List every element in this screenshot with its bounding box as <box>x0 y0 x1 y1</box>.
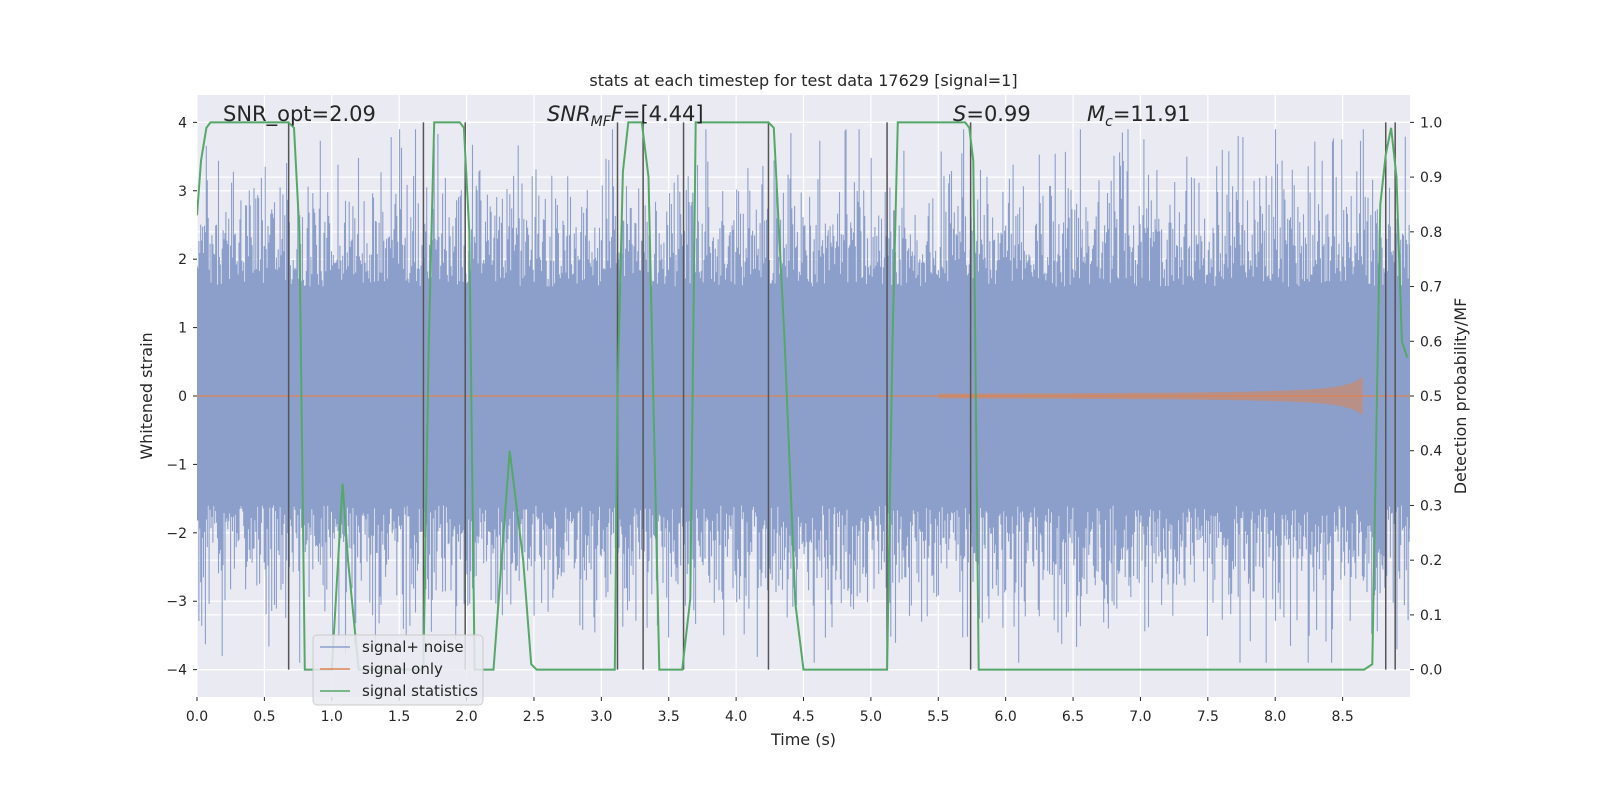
x-tick-label: 4.5 <box>792 709 814 725</box>
annotation-mc-sub: c <box>1105 114 1113 130</box>
legend-entry-noise: signal+ noise <box>362 638 464 656</box>
y2-axis-label: Detection probability/MF <box>1451 298 1470 495</box>
x-tick-label: 8.0 <box>1264 709 1286 725</box>
x-tick-label: 5.0 <box>860 709 882 725</box>
x-tick-label: 1.5 <box>388 709 410 725</box>
annotation-s: S=0.99 <box>953 102 1031 126</box>
legend-box <box>312 634 484 706</box>
x-tick-label: 2.0 <box>455 709 477 725</box>
annotation-snr-mf: SNRMFF=[4.44] <box>547 102 704 130</box>
annotation-mc: Mc=11.91 <box>1087 102 1191 130</box>
x-tick-label: 0.5 <box>253 709 275 725</box>
y-tick-label: 4 <box>178 115 187 131</box>
y-axis-label: Whitened strain <box>137 332 156 459</box>
y2-tick-label: 0.0 <box>1420 663 1442 679</box>
y2-tick-label: 0.2 <box>1420 553 1442 569</box>
signal-only-series <box>197 376 1410 416</box>
y2-tick-label: 0.6 <box>1420 334 1442 350</box>
annotation-s-value: =0.99 <box>966 102 1030 126</box>
y-tick-label: −1 <box>166 457 187 473</box>
x-tick-label: 7.0 <box>1129 709 1151 725</box>
y2-tick-label: 1.0 <box>1420 115 1442 131</box>
x-tick-label: 4.0 <box>725 709 747 725</box>
x-tick-label: 6.5 <box>1062 709 1084 725</box>
x-tick-label: 6.0 <box>995 709 1017 725</box>
y2-tick-label: 0.4 <box>1420 444 1442 460</box>
x-tick-label: 8.5 <box>1331 709 1353 725</box>
y-tick-label: 1 <box>178 321 187 337</box>
legend: signal+ noise signal only signal statist… <box>312 634 484 706</box>
annotation-mc-main: M <box>1087 102 1105 126</box>
y2-tick-label: 0.9 <box>1420 170 1442 186</box>
annotation-snr-opt: SNR_opt=2.09 <box>223 102 376 127</box>
y-tick-label: 0 <box>178 389 187 405</box>
legend-entry-stats: signal statistics <box>362 682 478 700</box>
y2-tick-label: 0.3 <box>1420 498 1442 514</box>
y2-tick-label: 0.8 <box>1420 225 1442 241</box>
annotation-snr-mf-value: =[4.44] <box>623 102 704 126</box>
x-tick-label: 2.5 <box>523 709 545 725</box>
y2-tick-label: 0.5 <box>1420 389 1442 405</box>
x-tick-label: 5.5 <box>927 709 949 725</box>
annotation-snr-mf-f: F <box>611 102 624 126</box>
y2-tick-label: 0.1 <box>1420 608 1442 624</box>
y-axis-ticks: −4 −3 −2 −1 0 1 2 3 4 <box>166 115 197 679</box>
signal-chirp <box>938 376 1363 416</box>
x-axis-ticks: 0.0 0.5 1.0 1.5 2.0 2.5 3.0 3.5 4.0 4.5 5.0 5.5 6.0 6… <box>186 697 1354 725</box>
annotation-snr-mf-sub: MF <box>591 114 612 130</box>
chart-title: stats at each timestep for test data 176… <box>589 71 1017 90</box>
x-tick-label: 3.0 <box>590 709 612 725</box>
y2-axis-ticks: 0.0 0.1 0.2 0.3 0.4 0.5 0.6 0.7 0.8 0.9 1.0 <box>1410 115 1442 679</box>
y-tick-label: 3 <box>178 184 187 200</box>
y-tick-label: −4 <box>166 663 187 679</box>
x-tick-label: 7.5 <box>1197 709 1219 725</box>
x-tick-label: 3.5 <box>658 709 680 725</box>
x-tick-label: 0.0 <box>186 709 208 725</box>
y-tick-label: 2 <box>178 252 187 268</box>
y-tick-label: −3 <box>166 594 187 610</box>
annotation-s-main: S <box>953 102 966 126</box>
vertical-markers <box>287 122 1396 670</box>
legend-entry-signal: signal only <box>362 660 443 678</box>
annotation-mc-value: =11.91 <box>1113 102 1191 126</box>
y2-tick-label: 0.7 <box>1420 280 1442 296</box>
y-tick-label: −2 <box>166 526 187 542</box>
x-tick-label: 1.0 <box>321 709 343 725</box>
x-axis-label: Time (s) <box>770 730 836 749</box>
annotation-snr-mf-main: SNR <box>547 102 591 126</box>
